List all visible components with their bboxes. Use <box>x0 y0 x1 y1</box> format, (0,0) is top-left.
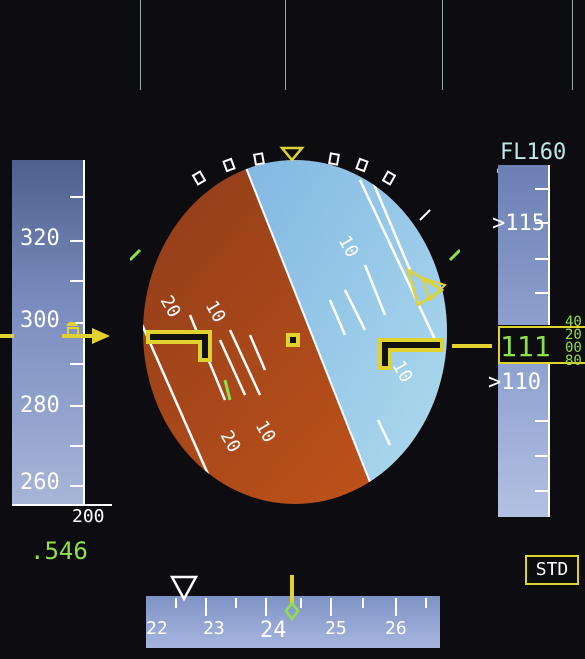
baro-std-button[interactable]: STD <box>525 555 579 585</box>
heading-label: 25 <box>325 618 347 639</box>
speed-pointer-icon <box>0 322 110 344</box>
altitude-tape-upper <box>498 165 548 325</box>
attitude-indicator: 10 20 10 20 10 10 <box>130 146 460 504</box>
heading-label: 23 <box>203 618 225 639</box>
heading-label: 22 <box>146 618 168 639</box>
altitude-drum: 40 20 00 80 <box>565 314 582 369</box>
heading-label: 24 <box>260 618 287 643</box>
heading-label: 26 <box>385 618 407 639</box>
altitude-readout-window <box>498 326 585 364</box>
flight-level-label: FL160 <box>500 140 567 165</box>
altitude-readout: 111 <box>500 330 551 363</box>
aircraft-symbol-icon <box>146 330 444 370</box>
speed-label: 260 <box>20 470 60 495</box>
speed-label: 300 <box>20 308 60 333</box>
roll-index-icon <box>279 146 305 162</box>
speed-bottom-value: 200 <box>72 506 105 527</box>
mach-number: .546 <box>30 537 88 565</box>
speed-label: 320 <box>20 226 60 251</box>
heading-pointer-icon <box>169 575 300 622</box>
speed-label: 280 <box>20 393 60 418</box>
sky-area <box>235 160 447 504</box>
altitude-label-lower: >110 <box>488 370 541 395</box>
altitude-pointer <box>452 344 492 348</box>
speed-tape <box>12 160 84 505</box>
